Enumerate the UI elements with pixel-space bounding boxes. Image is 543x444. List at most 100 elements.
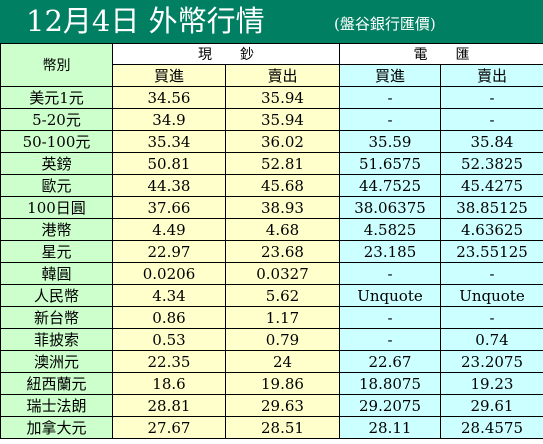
currency-name-cell: 新台幣 xyxy=(0,306,113,329)
tt-buy-cell: - xyxy=(339,86,441,109)
cash-sell-cell: 4.68 xyxy=(225,218,340,241)
cash-buy-cell: 28.81 xyxy=(112,394,226,417)
tt-sell-header: 賣出 xyxy=(440,64,543,87)
tt-sell-cell: - xyxy=(440,108,543,131)
table-row: 菲披索 0.53 0.79-0.74 xyxy=(0,328,543,351)
currency-name-cell: 港幣 xyxy=(0,218,113,241)
cash-buy-cell: 22.35 xyxy=(112,350,226,373)
table-row: 澳洲元 22.35 24 22.67 23.2075 xyxy=(0,350,543,373)
exchange-rate-table: 幣別 現 鈔 電 匯 買進 賣出 買進 賣出 美元1元 34.56 35.94- -5… xyxy=(0,43,543,439)
header-group-row: 幣別 現 鈔 電 匯 xyxy=(0,43,543,87)
cash-sell-cell: 24 xyxy=(225,350,340,373)
tt-sell-cell: 19.23 xyxy=(440,372,543,395)
cash-buy-cell: 0.53 xyxy=(112,328,226,351)
currency-name-cell: 澳洲元 xyxy=(0,350,113,373)
currency-name-cell: 韓圓 xyxy=(0,262,113,285)
tt-buy-cell: 23.185 xyxy=(339,240,441,263)
cash-buy-cell: 0.86 xyxy=(112,306,226,329)
table-row: 加拿大元 27.67 28.51 28.11 28.4575 xyxy=(0,416,543,439)
cash-buy-cell: 4.49 xyxy=(112,218,226,241)
currency-name-cell: 瑞士法朗 xyxy=(0,394,113,417)
table-row: 紐西蘭元 18.6 19.86 18.8075 19.23 xyxy=(0,372,543,395)
tt-sell-cell: 45.4275 xyxy=(440,174,543,197)
cash-sell-cell: 29.63 xyxy=(225,394,340,417)
cash-sell-cell: 1.17 xyxy=(225,306,340,329)
cash-sell-header: 賣出 xyxy=(225,64,340,87)
tt-sell-cell: 38.85125 xyxy=(440,196,543,219)
table-row: 英鎊 50.81 52.81 51.6575 52.3825 xyxy=(0,152,543,175)
cash-sell-cell: 36.02 xyxy=(225,130,340,153)
tt-buy-cell: 44.7525 xyxy=(339,174,441,197)
table-row: 100日圓 37.66 38.93 38.06375 38.85125 xyxy=(0,196,543,219)
telegraphic-transfer-group-header: 電 匯 xyxy=(339,43,543,65)
tt-sell-cell: 29.61 xyxy=(440,394,543,417)
tt-buy-cell: 29.2075 xyxy=(339,394,441,417)
table-row: 美元1元 34.56 35.94- - xyxy=(0,86,543,109)
cash-buy-cell: 27.67 xyxy=(112,416,226,439)
cash-sell-cell: 0.79 xyxy=(225,328,340,351)
tt-buy-cell: 35.59 xyxy=(339,130,441,153)
table-row: 人民幣 4.34 5.62 Unquote Unquote xyxy=(0,284,543,307)
currency-name-cell: 50-100元 xyxy=(0,130,113,153)
tt-sell-cell: 28.4575 xyxy=(440,416,543,439)
tt-buy-cell: - xyxy=(339,328,441,351)
table-row: 5-20元 34.9 35.94- - xyxy=(0,108,543,131)
page-title: 12月4日 外幣行情 xyxy=(26,4,265,38)
cash-group-header: 現 鈔 xyxy=(112,43,340,65)
currency-name-cell: 美元1元 xyxy=(0,86,113,109)
table-row: 港幣 4.49 4.68 4.5825 4.63625 xyxy=(0,218,543,241)
tt-buy-cell: 38.06375 xyxy=(339,196,441,219)
tt-buy-cell: - xyxy=(339,306,441,329)
tt-buy-cell: 28.11 xyxy=(339,416,441,439)
currency-name-cell: 加拿大元 xyxy=(0,416,113,439)
cash-sell-cell: 23.68 xyxy=(225,240,340,263)
tt-sell-cell: 23.55125 xyxy=(440,240,543,263)
cash-buy-cell: 18.6 xyxy=(112,372,226,395)
cash-buy-cell: 0.0206 xyxy=(112,262,226,285)
cash-sell-cell: 35.94 xyxy=(225,108,340,131)
tt-buy-cell: Unquote xyxy=(339,284,441,307)
tt-sell-cell: 4.63625 xyxy=(440,218,543,241)
tt-buy-cell: 4.5825 xyxy=(339,218,441,241)
currency-name-cell: 人民幣 xyxy=(0,284,113,307)
header-sub-row: 買進 賣出 買進 賣出 xyxy=(1,64,543,87)
tt-sell-cell: 52.3825 xyxy=(440,152,543,175)
cash-sell-cell: 28.51 xyxy=(225,416,340,439)
tt-sell-cell: 35.84 xyxy=(440,130,543,153)
cash-buy-cell: 50.81 xyxy=(112,152,226,175)
cash-buy-cell: 37.66 xyxy=(112,196,226,219)
cash-buy-cell: 34.9 xyxy=(112,108,226,131)
tt-buy-cell: - xyxy=(339,262,441,285)
currency-column-header: 幣別 xyxy=(0,43,113,87)
tt-sell-cell: - xyxy=(440,86,543,109)
cash-sell-cell: 19.86 xyxy=(225,372,340,395)
currency-name-cell: 100日圓 xyxy=(0,196,113,219)
cash-sell-cell: 0.0327 xyxy=(225,262,340,285)
bank-source-label: (盤谷銀行匯價) xyxy=(334,15,436,33)
table-row: 50-100元 35.34 36.02 35.59 35.84 xyxy=(0,130,543,153)
currency-name-cell: 菲披索 xyxy=(0,328,113,351)
cash-sell-cell: 45.68 xyxy=(225,174,340,197)
tt-sell-cell: Unquote xyxy=(440,284,543,307)
title-bar: 12月4日 外幣行情 (盤谷銀行匯價) xyxy=(0,0,543,43)
cash-buy-cell: 34.56 xyxy=(112,86,226,109)
table-row: 瑞士法朗 28.81 29.63 29.2075 29.61 xyxy=(0,394,543,417)
tt-buy-header: 買進 xyxy=(339,64,441,87)
table-row: 新台幣 0.86 1.17- - xyxy=(0,306,543,329)
cash-buy-cell: 35.34 xyxy=(112,130,226,153)
table-row: 歐元 44.38 45.68 44.7525 45.4275 xyxy=(0,174,543,197)
tt-buy-cell: 22.67 xyxy=(339,350,441,373)
currency-name-cell: 星元 xyxy=(0,240,113,263)
tt-buy-cell: 51.6575 xyxy=(339,152,441,175)
cash-sell-cell: 38.93 xyxy=(225,196,340,219)
tt-sell-cell: - xyxy=(440,262,543,285)
cash-buy-header: 買進 xyxy=(112,64,226,87)
cash-sell-cell: 52.81 xyxy=(225,152,340,175)
tt-buy-cell: 18.8075 xyxy=(339,372,441,395)
currency-name-cell: 英鎊 xyxy=(0,152,113,175)
tt-buy-cell: - xyxy=(339,108,441,131)
currency-name-cell: 紐西蘭元 xyxy=(0,372,113,395)
currency-name-cell: 歐元 xyxy=(0,174,113,197)
cash-sell-cell: 35.94 xyxy=(225,86,340,109)
